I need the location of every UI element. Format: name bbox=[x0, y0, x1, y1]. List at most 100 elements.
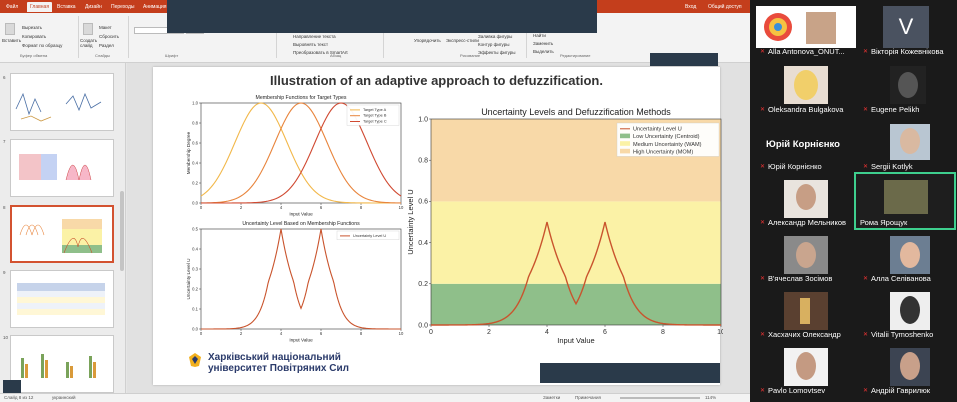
tab-file[interactable]: Файл bbox=[6, 4, 19, 10]
participant-video[interactable] bbox=[784, 292, 828, 330]
editing-group-label: Редактирование bbox=[560, 53, 591, 58]
x-tick-label: 8 bbox=[661, 329, 665, 336]
slide-thumbnail[interactable] bbox=[10, 335, 114, 393]
uncertainty-level-chart: 0 2 4 6 8 10 0.0 0.1 0.2 0.3 0.4 0.5 Uncertainty Lev… bbox=[186, 221, 404, 342]
plot-frame bbox=[430, 118, 722, 326]
y-tick-label: 1.0 bbox=[192, 100, 198, 105]
membership-curve bbox=[200, 102, 402, 204]
notes-button[interactable]: Заметки bbox=[543, 395, 561, 400]
participant-video[interactable] bbox=[890, 292, 930, 330]
paste-button[interactable]: Вставить bbox=[2, 38, 22, 43]
x-axis-label: Input Value bbox=[289, 337, 313, 342]
sign-in-link[interactable]: Вход bbox=[685, 4, 697, 10]
cut-button[interactable]: Вырезать bbox=[22, 25, 43, 30]
text-direction-button[interactable]: Направление текста bbox=[293, 34, 336, 39]
participant-name-tile[interactable]: Юрій Корнієнко bbox=[766, 139, 840, 150]
share-button[interactable]: Общий доступ bbox=[708, 4, 742, 10]
participant-name: Alla Antonova_ONUT... bbox=[768, 47, 845, 56]
section-button[interactable]: Раздел bbox=[99, 43, 114, 48]
person-photo bbox=[900, 242, 920, 268]
x-tick-label: 2 bbox=[240, 331, 243, 336]
comments-button[interactable]: Примечания bbox=[575, 395, 601, 400]
legend-entry: Low Uncertainty (Centroid) bbox=[633, 134, 700, 140]
membership-functions-chart: 0 2 4 6 8 10 0.0 0.2 0.4 0.6 0.8 1.0 Membership Func… bbox=[186, 95, 404, 216]
layout-button[interactable]: Макет bbox=[99, 25, 112, 30]
participant-video[interactable] bbox=[784, 236, 828, 274]
x-tick-label: 2 bbox=[487, 329, 491, 336]
participant-avatar[interactable]: V bbox=[883, 6, 929, 48]
participant-video[interactable] bbox=[784, 348, 828, 386]
thumbnail-scrollbar[interactable] bbox=[120, 191, 124, 271]
muted-mic-icon: ✕ bbox=[760, 220, 766, 226]
slide-canvas[interactable]: Illustration of an adaptive approach to … bbox=[153, 67, 723, 385]
university-emblem-icon bbox=[189, 353, 201, 367]
font-group-label: Шрифт bbox=[165, 53, 179, 58]
participant-video[interactable] bbox=[890, 236, 930, 274]
new-slide-icon[interactable] bbox=[83, 23, 93, 35]
y-axis-label: Uncertainty Level U bbox=[406, 189, 415, 254]
shape-outline-button[interactable]: Контур фигуры bbox=[478, 42, 510, 47]
legend-box bbox=[616, 122, 720, 157]
slide-thumbnail-selected[interactable] bbox=[10, 205, 114, 263]
replace-button[interactable]: Заменить bbox=[533, 41, 554, 46]
new-slide-button[interactable]: Создать слайд bbox=[80, 38, 98, 48]
x-tick-label: 0 bbox=[200, 205, 203, 210]
slide-title[interactable]: Illustration of an adaptive approach to … bbox=[270, 73, 603, 88]
y-axis-label: Uncertainty Level U bbox=[186, 258, 191, 300]
ribbon-separator bbox=[383, 16, 384, 58]
participant-name: Рома Ярощук bbox=[860, 218, 908, 227]
tab-design[interactable]: Дизайн bbox=[85, 4, 102, 10]
slide-thumbnail[interactable] bbox=[10, 73, 114, 131]
x-tick-label: 10 bbox=[717, 329, 723, 336]
x-tick-label: 6 bbox=[320, 205, 323, 210]
participant-name: Алла Селіванова bbox=[871, 274, 931, 283]
participant-video[interactable] bbox=[784, 180, 828, 218]
smartart-button[interactable]: Преобразовать в SmartArt bbox=[293, 50, 348, 55]
muted-mic-icon: ✕ bbox=[760, 164, 766, 170]
quick-styles-button[interactable]: Экспресс-стили bbox=[446, 38, 479, 43]
participant-video-active-speaker[interactable] bbox=[854, 172, 956, 230]
muted-mic-icon: ✕ bbox=[863, 388, 869, 394]
arrange-button[interactable]: Упорядочить bbox=[414, 38, 441, 43]
participant-video[interactable] bbox=[890, 348, 930, 386]
y-tick-label: 0.0 bbox=[418, 322, 428, 329]
thumb-number: 9 bbox=[3, 270, 6, 275]
slide-thumbnail[interactable] bbox=[10, 139, 114, 197]
participant-video[interactable] bbox=[890, 66, 926, 104]
paste-icon[interactable] bbox=[5, 23, 15, 35]
copy-button[interactable]: Копировать bbox=[22, 34, 47, 39]
reset-button[interactable]: Сбросить bbox=[99, 34, 120, 39]
zoom-level[interactable]: 114% bbox=[705, 395, 717, 400]
format-painter-button[interactable]: Формат по образцу bbox=[22, 43, 63, 48]
find-button[interactable]: Найти bbox=[533, 33, 546, 38]
defuzzification-methods-chart: 0 2 4 6 8 10 0.0 0.2 0.4 0.6 0.8 1.0 Uncertainty Lev… bbox=[406, 107, 723, 345]
tab-insert[interactable]: Вставка bbox=[57, 4, 76, 10]
slide-thumbnail[interactable] bbox=[10, 270, 114, 328]
tab-animation[interactable]: Анимация bbox=[143, 4, 167, 10]
participant-video[interactable] bbox=[890, 124, 930, 160]
y-tick-label: 0.3 bbox=[192, 266, 198, 271]
uncertainty-curve bbox=[201, 228, 401, 330]
tab-home[interactable]: Главная bbox=[27, 2, 53, 12]
legend-entry: Target Type C bbox=[363, 119, 387, 123]
select-button[interactable]: Выделить bbox=[533, 49, 554, 54]
tab-transitions[interactable]: Переходы bbox=[111, 4, 135, 10]
university-name-line1: Харківський національний bbox=[208, 352, 341, 363]
x-tick-label: 0 bbox=[429, 329, 433, 336]
ribbon-separator bbox=[78, 16, 79, 58]
participant-video[interactable] bbox=[756, 6, 856, 48]
overlay-block bbox=[540, 363, 720, 383]
language-indicator[interactable]: украинский bbox=[52, 395, 76, 400]
uncertainty-band bbox=[431, 201, 721, 284]
shape-fill-button[interactable]: Заливка фигуры bbox=[478, 34, 513, 39]
align-text-button[interactable]: Выровнять текст bbox=[293, 42, 329, 47]
person-photo bbox=[796, 352, 816, 380]
thumb-chart-icon bbox=[19, 219, 102, 254]
participant-video[interactable] bbox=[784, 66, 828, 104]
shape-effects-button[interactable]: Эффекты фигуры bbox=[478, 50, 516, 55]
participant-name: Eugene Pelikh bbox=[871, 105, 920, 114]
zoom-slider[interactable] bbox=[620, 397, 700, 399]
x-tick-label: 6 bbox=[320, 331, 323, 336]
y-tick-label: 0.0 bbox=[192, 326, 198, 331]
person-photo bbox=[900, 352, 920, 380]
